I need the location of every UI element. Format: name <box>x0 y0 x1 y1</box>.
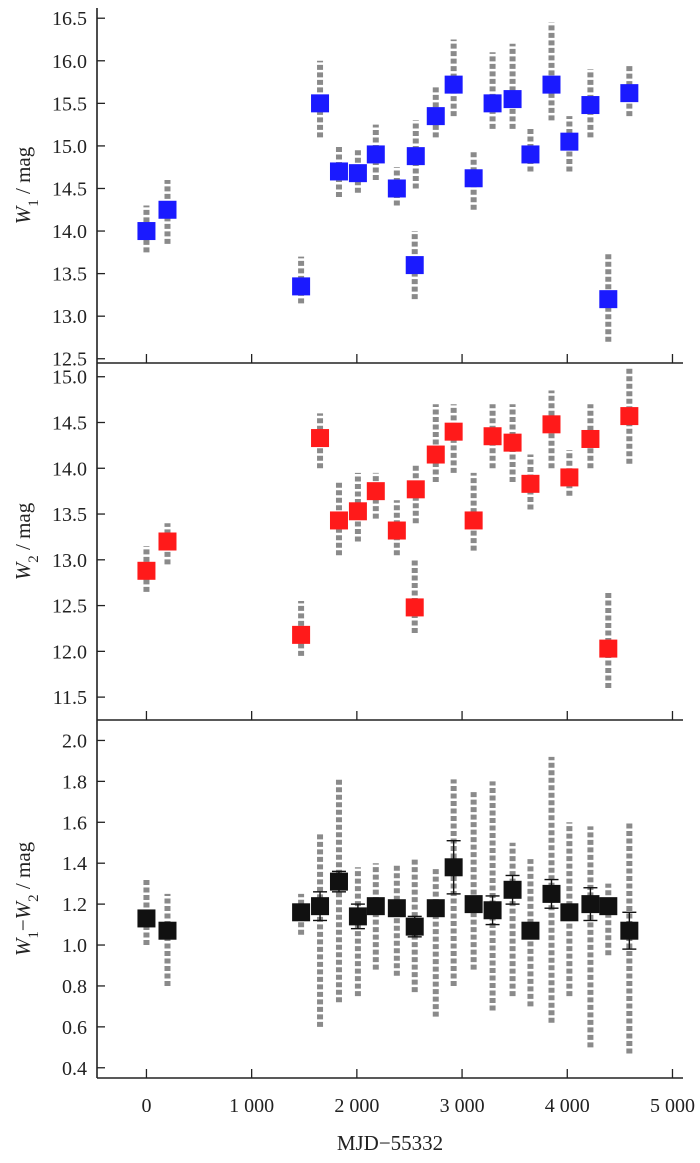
data-point <box>292 903 311 922</box>
data-point <box>426 107 445 126</box>
data-point <box>620 84 639 103</box>
y-tick-label: 11.5 <box>53 687 87 709</box>
y-tick-label: 2.0 <box>62 730 87 752</box>
y-axis-label: W1−W2 / mag <box>11 841 42 956</box>
data-point <box>348 907 367 926</box>
data-point <box>503 90 522 109</box>
data-point <box>426 445 445 464</box>
y-tick-label: 13.0 <box>52 306 87 328</box>
y-tick-label: 15.5 <box>52 93 87 115</box>
x-tick-label: 3 000 <box>440 1095 485 1117</box>
y-axis-label: W2 / mag <box>11 502 42 580</box>
y-tick-label: 1.0 <box>62 935 87 957</box>
x-tick-label: 2 000 <box>334 1095 379 1117</box>
data-point <box>521 474 540 493</box>
data-point <box>158 921 177 940</box>
y-tick-label: 1.6 <box>62 812 87 834</box>
data-point <box>311 897 330 916</box>
x-tick-label: 5 000 <box>650 1095 695 1117</box>
data-point <box>464 895 483 914</box>
data-point <box>521 921 540 940</box>
y-tick-label: 13.0 <box>52 550 87 572</box>
data-point <box>311 94 330 113</box>
data-point <box>406 147 425 166</box>
y-tick-label: 1.2 <box>62 894 87 916</box>
data-point <box>292 277 311 296</box>
data-point <box>329 162 348 181</box>
data-point <box>483 94 502 113</box>
x-axis-label: MJD−55332 <box>337 1131 443 1155</box>
y-tick-label: 12.5 <box>52 349 87 371</box>
data-point <box>581 96 600 115</box>
y-tick-label: 12.0 <box>52 641 87 663</box>
data-point <box>387 179 406 198</box>
data-point <box>426 899 445 918</box>
y-tick-label: 1.4 <box>62 853 87 875</box>
data-point <box>444 75 463 94</box>
data-point <box>348 164 367 183</box>
data-point <box>311 429 330 448</box>
data-point <box>405 917 424 936</box>
y-tick-label: 0.6 <box>62 1017 87 1039</box>
data-point <box>464 169 483 188</box>
data-point <box>137 909 156 928</box>
data-point <box>292 625 311 644</box>
data-point <box>464 511 483 530</box>
data-point <box>521 145 540 164</box>
data-point <box>405 598 424 617</box>
data-point <box>542 884 561 903</box>
data-point <box>158 200 177 219</box>
y-tick-label: 14.5 <box>52 178 87 200</box>
x-tick-label: 0 <box>141 1095 151 1117</box>
data-point <box>366 482 385 501</box>
data-point <box>137 222 156 241</box>
y-tick-label: 13.5 <box>52 504 87 526</box>
data-point <box>387 521 406 540</box>
data-point <box>387 899 406 918</box>
data-point <box>483 427 502 446</box>
y-tick-label: 16.0 <box>52 51 87 73</box>
y-tick-label: 0.4 <box>62 1058 87 1080</box>
y-tick-label: 16.5 <box>52 8 87 30</box>
data-point <box>483 901 502 920</box>
data-point <box>406 480 425 499</box>
y-tick-label: 14.5 <box>52 413 87 435</box>
data-point <box>581 429 600 448</box>
data-point <box>158 532 177 551</box>
y-tick-label: 15.0 <box>52 367 87 389</box>
y-tick-label: 1.8 <box>62 771 87 793</box>
data-point <box>560 903 579 922</box>
data-point <box>599 897 618 916</box>
data-point <box>599 639 618 658</box>
data-point <box>503 433 522 452</box>
y-tick-label: 0.8 <box>62 976 87 998</box>
data-point <box>405 256 424 275</box>
y-tick-label: 12.5 <box>52 596 87 618</box>
y-tick-label: 14.0 <box>52 221 87 243</box>
data-point <box>348 502 367 521</box>
data-point <box>329 511 348 530</box>
data-point <box>620 407 639 426</box>
data-point <box>366 897 385 916</box>
x-tick-label: 4 000 <box>545 1095 590 1117</box>
data-point <box>542 75 561 94</box>
data-point <box>329 872 348 891</box>
data-point <box>560 468 579 487</box>
data-point <box>444 858 463 877</box>
y-tick-label: 14.0 <box>52 458 87 480</box>
y-tick-label: 15.0 <box>52 136 87 158</box>
y-tick-label: 13.5 <box>52 264 87 286</box>
data-point <box>444 422 463 441</box>
data-point <box>560 132 579 151</box>
data-point <box>542 415 561 434</box>
data-point <box>366 145 385 164</box>
data-point <box>503 880 522 899</box>
data-point <box>137 561 156 580</box>
x-tick-label: 1 000 <box>229 1095 274 1117</box>
data-point <box>581 895 600 914</box>
data-point <box>599 290 618 309</box>
data-point <box>620 921 639 940</box>
y-axis-label: W1 / mag <box>11 146 42 224</box>
